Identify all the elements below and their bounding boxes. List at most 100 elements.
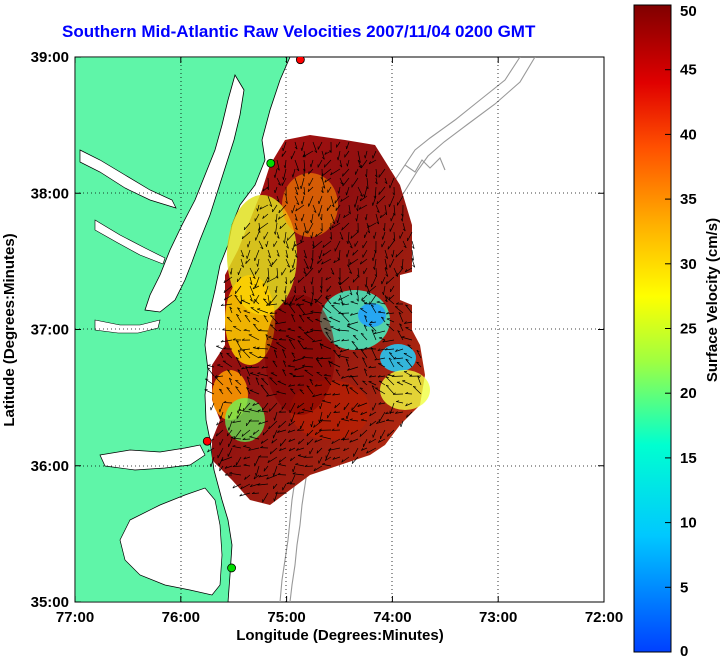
velocity-field: [203, 135, 430, 505]
velocity-arrow: [321, 258, 332, 265]
velocity-arrow: [217, 364, 224, 368]
velocity-arrow: [266, 240, 269, 247]
velocity-arrow: [341, 384, 350, 387]
velocity-arrow: [205, 378, 215, 386]
velocity-arrow-head: [284, 193, 287, 197]
velocity-arrow: [291, 411, 296, 423]
velocity-arrow-head: [262, 215, 265, 219]
velocity-arrow: [219, 352, 224, 359]
velocity-arrow: [266, 344, 278, 350]
velocity-arrow: [348, 267, 352, 274]
velocity-arrow: [330, 195, 335, 208]
velocity-arrow: [319, 343, 323, 350]
velocity-arrow: [302, 299, 314, 305]
velocity-arrow: [395, 348, 404, 352]
velocity-arrow-head: [378, 191, 380, 195]
velocity-arrow: [303, 332, 314, 341]
velocity-arrow: [378, 402, 386, 405]
velocity-arrow: [343, 429, 350, 441]
velocity-arrow: [296, 303, 305, 306]
velocity-arrow-head: [369, 320, 373, 324]
velocity-arrow: [236, 314, 242, 323]
velocity-arrow-head: [254, 299, 258, 301]
velocity-arrow: [348, 375, 359, 378]
velocity-arrow-head: [402, 228, 406, 232]
velocity-arrow: [218, 456, 224, 467]
velocity-arrow: [372, 429, 377, 438]
velocity-arrow-head: [368, 375, 372, 378]
velocity-arrow-head: [364, 346, 368, 349]
velocity-arrow: [347, 366, 359, 371]
velocity-arrow-head: [270, 324, 274, 326]
velocity-arrow-head: [292, 358, 296, 362]
velocity-arrow-head: [236, 340, 240, 343]
velocity-arrow: [298, 326, 305, 332]
velocity-arrow-head: [347, 367, 350, 371]
velocity-arrow-head: [291, 174, 294, 178]
pamlico-sound: [119, 487, 223, 596]
velocity-arrow: [389, 177, 395, 189]
velocity-arrow-head: [376, 421, 379, 424]
velocity-arrow: [289, 373, 296, 377]
velocity-arrow-head: [322, 156, 325, 160]
velocity-arrow-head: [278, 424, 280, 429]
velocity-arrow: [334, 195, 341, 204]
velocity-arrow: [281, 402, 287, 410]
velocity-arrow: [241, 429, 251, 437]
velocity-arrow: [252, 317, 260, 323]
velocity-arrow: [347, 231, 350, 244]
velocity-arrow-head: [277, 167, 280, 171]
velocity-arrow: [292, 168, 296, 178]
velocity-arrow-head: [274, 349, 277, 353]
velocity-arrow: [329, 361, 341, 368]
velocity-arrow-head: [331, 204, 335, 208]
velocity-arrow-head: [214, 374, 218, 378]
velocity-arrow-head: [296, 202, 300, 206]
velocity-arrow: [253, 474, 260, 480]
velocity-arrow: [240, 258, 244, 268]
velocity-arrow-head: [269, 264, 273, 268]
velocity-arrow-head: [384, 299, 388, 303]
velocity-arrow-head: [319, 289, 322, 293]
velocity-arrow-head: [325, 295, 328, 298]
velocity-arrow: [361, 294, 368, 301]
velocity-arrow: [405, 304, 413, 314]
velocity-arrow: [363, 324, 368, 332]
velocity-arrow-head: [323, 373, 327, 376]
velocity-arrow: [288, 339, 296, 350]
velocity-arrow: [263, 298, 269, 305]
velocity-arrow-head: [351, 341, 355, 343]
velocity-arrow: [305, 267, 314, 277]
velocity-arrow: [219, 388, 224, 395]
velocity-arrow: [395, 411, 404, 414]
velocity-arrow: [318, 267, 323, 274]
velocity-arrow-head: [325, 331, 329, 334]
velocity-arrow: [244, 474, 251, 480]
velocity-arrow-head: [269, 204, 273, 207]
velocity-arrow: [375, 204, 380, 213]
velocity-arrow-head: [371, 202, 374, 206]
velocity-arrow: [292, 240, 296, 251]
velocity-arrow-head: [310, 423, 312, 428]
velocity-arrow-head: [387, 433, 389, 437]
velocity-arrow: [294, 177, 300, 190]
velocity-arrow-head: [369, 422, 372, 427]
velocity-arrow: [210, 456, 215, 467]
velocity-arrow: [369, 411, 377, 417]
velocity-arrow-head: [340, 237, 344, 240]
velocity-arrow-head: [313, 210, 317, 213]
velocity-arrow-head: [239, 493, 243, 497]
velocity-arrow-head: [333, 301, 337, 304]
velocity-arrow-head: [363, 194, 365, 198]
velocity-arrow-head: [377, 348, 381, 351]
velocity-arrow-head: [223, 289, 226, 293]
velocity-arrow: [384, 267, 389, 277]
velocity-arrow: [246, 387, 251, 395]
velocity-arrow-head: [279, 448, 282, 451]
velocity-arrow-head: [238, 408, 242, 411]
velocity-arrow-head: [310, 281, 313, 285]
velocity-arrow: [341, 222, 350, 231]
velocity-arrow: [273, 483, 278, 489]
velocity-arrow-head: [347, 264, 350, 268]
velocity-arrow-head: [289, 269, 292, 273]
